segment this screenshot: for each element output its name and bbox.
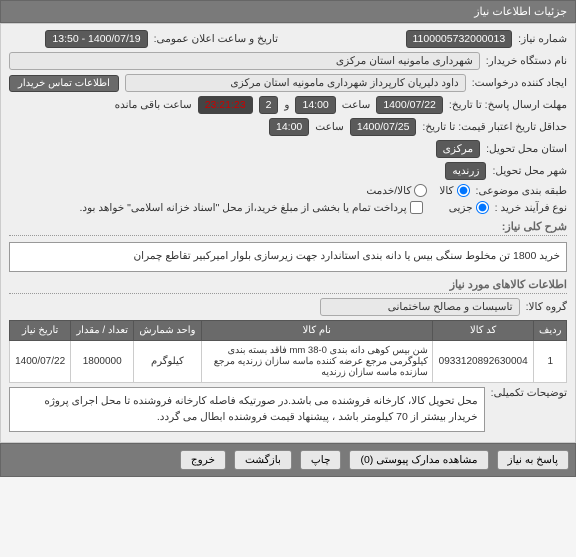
group-label: گروه کالا:	[526, 301, 567, 313]
need-no-label: شماره نیاز:	[518, 33, 567, 45]
th-code: کد کالا	[432, 320, 534, 340]
items-table: ردیف کد کالا نام کالا واحد شمارش تعداد /…	[9, 320, 567, 383]
print-button[interactable]: چاپ	[300, 450, 342, 470]
packing-radio-group: کالا کالا/خدمت	[366, 184, 469, 197]
valid-date: 1400/07/25	[350, 118, 417, 136]
contact-button[interactable]: اطلاعات تماس خریدار	[9, 75, 119, 92]
remaining-label: ساعت باقی مانده	[115, 99, 192, 111]
delivery-note: محل تحویل کالا، کارخانه فروشنده می باشد.…	[9, 387, 485, 433]
valid-time: 14:00	[269, 118, 309, 136]
province-label: استان محل تحویل:	[486, 143, 567, 155]
buy-full-label: جزیی	[449, 202, 473, 214]
days-left: 2	[259, 96, 279, 114]
buy-full[interactable]: جزیی	[449, 201, 489, 214]
back-button[interactable]: بازگشت	[234, 450, 292, 470]
deadline-date: 1400/07/22	[376, 96, 443, 114]
time-label-2: ساعت	[315, 121, 344, 133]
time-label-1: ساعت	[342, 99, 371, 111]
packing-service-label: کالا/خدمت	[366, 185, 411, 197]
province-value: مرکزی	[436, 140, 480, 158]
valid-label: حداقل تاریخ اعتبار قیمت: تا تاریخ:	[422, 121, 567, 133]
table-header-row: ردیف کد کالا نام کالا واحد شمارش تعداد /…	[10, 320, 567, 340]
need-no-value: 1100005732000013	[406, 30, 513, 48]
city-label: شهر محل تحویل:	[492, 165, 567, 177]
buyer-org-label: نام دستگاه خریدار:	[486, 55, 567, 67]
deadline-time: 14:00	[295, 96, 335, 114]
packing-kala[interactable]: کالا	[439, 184, 469, 197]
buy-full-radio[interactable]	[476, 201, 489, 214]
pay-note-check[interactable]: پرداخت تمام یا بخشی از مبلغ خرید،از محل …	[80, 201, 423, 214]
city-value: زرندیه	[445, 162, 486, 180]
packing-kala-label: کالا	[439, 185, 453, 197]
th-name: نام کالا	[201, 320, 432, 340]
packing-service[interactable]: کالا/خدمت	[366, 184, 427, 197]
timer: 23:21:23	[198, 96, 253, 114]
td-code: 0933120892630004	[432, 340, 534, 382]
reply-button[interactable]: پاسخ به نیاز	[497, 450, 569, 470]
th-qty: تعداد / مقدار	[71, 320, 134, 340]
and-label: و	[284, 99, 289, 111]
requester-label: ایجاد کننده درخواست:	[472, 77, 567, 89]
buyer-org-value: شهرداری مامونیه استان مرکزی	[9, 52, 480, 70]
td-unit: کیلوگرم	[134, 340, 201, 382]
desc-header: شرح کلی نیاز:	[9, 220, 567, 236]
packing-label: طبقه بندی موضوعی:	[476, 185, 567, 197]
requester-value: داود دلیریان کارپرداز شهرداری مامونیه اس…	[125, 74, 466, 92]
table-row: 1 0933120892630004 شن بیس کوهی دانه بندی…	[10, 340, 567, 382]
td-qty: 1800000	[71, 340, 134, 382]
buy-type-group: جزیی	[449, 201, 489, 214]
announce-value: 1400/07/19 - 13:50	[45, 30, 147, 48]
packing-kala-radio[interactable]	[457, 184, 470, 197]
td-idx: 1	[534, 340, 567, 382]
items-header: اطلاعات کالاهای مورد نیاز	[9, 278, 567, 294]
td-name: شن بیس کوهی دانه بندی mm 38-0 فاقد بسته …	[201, 340, 432, 382]
td-date: 1400/07/22	[10, 340, 71, 382]
deadline-label: مهلت ارسال پاسخ: تا تاریخ:	[449, 99, 567, 111]
info-panel: شماره نیاز: 1100005732000013 تاریخ و ساع…	[0, 23, 576, 443]
th-unit: واحد شمارش	[134, 320, 201, 340]
exit-button[interactable]: خروج	[180, 450, 226, 470]
pay-note-checkbox[interactable]	[410, 201, 423, 214]
info-section-header: جزئیات اطلاعات نیاز	[0, 0, 576, 23]
pay-note-label: پرداخت تمام یا بخشی از مبلغ خرید،از محل …	[80, 202, 407, 214]
footer-bar: پاسخ به نیاز مشاهده مدارک پیوستی (0) چاپ…	[0, 443, 576, 477]
th-date: تاریخ نیاز	[10, 320, 71, 340]
announce-label: تاریخ و ساعت اعلان عمومی:	[154, 33, 278, 45]
delivery-label: توضیحات تکمیلی:	[491, 387, 567, 399]
th-idx: ردیف	[534, 320, 567, 340]
group-value: تاسیسات و مصالح ساختمانی	[320, 298, 520, 316]
buy-type-label: نوع فرآیند خرید :	[495, 202, 567, 214]
attach-button[interactable]: مشاهده مدارک پیوستی (0)	[349, 450, 488, 470]
packing-service-radio[interactable]	[414, 184, 427, 197]
desc-box: خرید 1800 تن مخلوط سنگی بیس یا دانه بندی…	[9, 242, 567, 272]
